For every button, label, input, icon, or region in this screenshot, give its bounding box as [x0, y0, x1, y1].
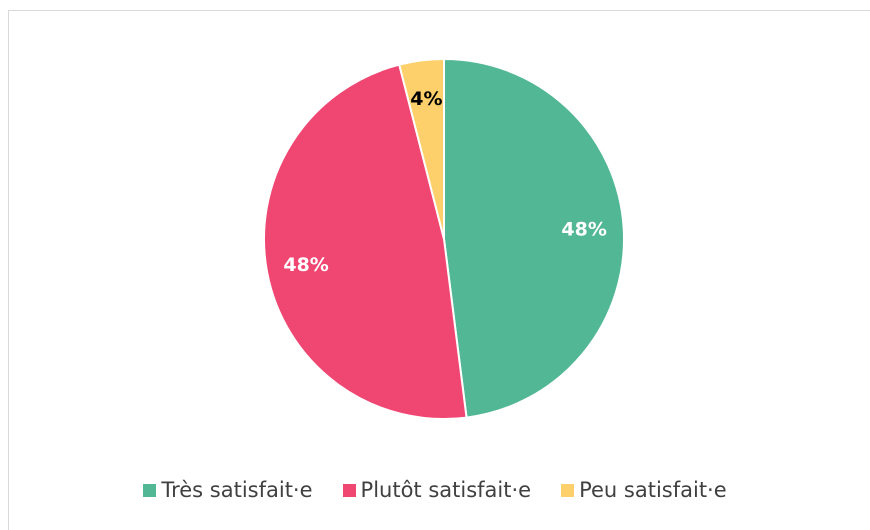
legend-item: Très satisfait·e: [143, 478, 313, 502]
data-label: 48%: [283, 254, 328, 276]
legend-label: Peu satisfait·e: [579, 478, 727, 502]
legend-swatch: [342, 483, 356, 497]
legend-item: Peu satisfait·e: [561, 478, 727, 502]
legend: Très satisfait·e Plutôt satisfait·e Peu sa…: [0, 478, 870, 502]
chart-frame: [8, 10, 870, 530]
pie-slice: [443, 57, 625, 419]
legend-swatch: [561, 483, 575, 497]
legend-item: Plutôt satisfait·e: [342, 478, 532, 502]
pie-slice: [263, 63, 468, 420]
legend-swatch: [143, 483, 157, 497]
data-label: 4%: [410, 88, 442, 110]
data-label: 48%: [561, 219, 606, 241]
legend-label: Très satisfait·e: [161, 478, 313, 502]
pie-slice: [398, 57, 445, 240]
legend-label: Plutôt satisfait·e: [360, 478, 532, 502]
